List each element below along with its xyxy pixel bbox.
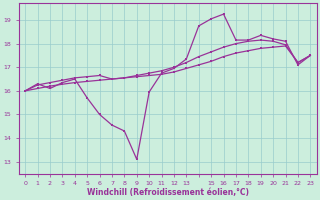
X-axis label: Windchill (Refroidissement éolien,°C): Windchill (Refroidissement éolien,°C) [87,188,249,197]
